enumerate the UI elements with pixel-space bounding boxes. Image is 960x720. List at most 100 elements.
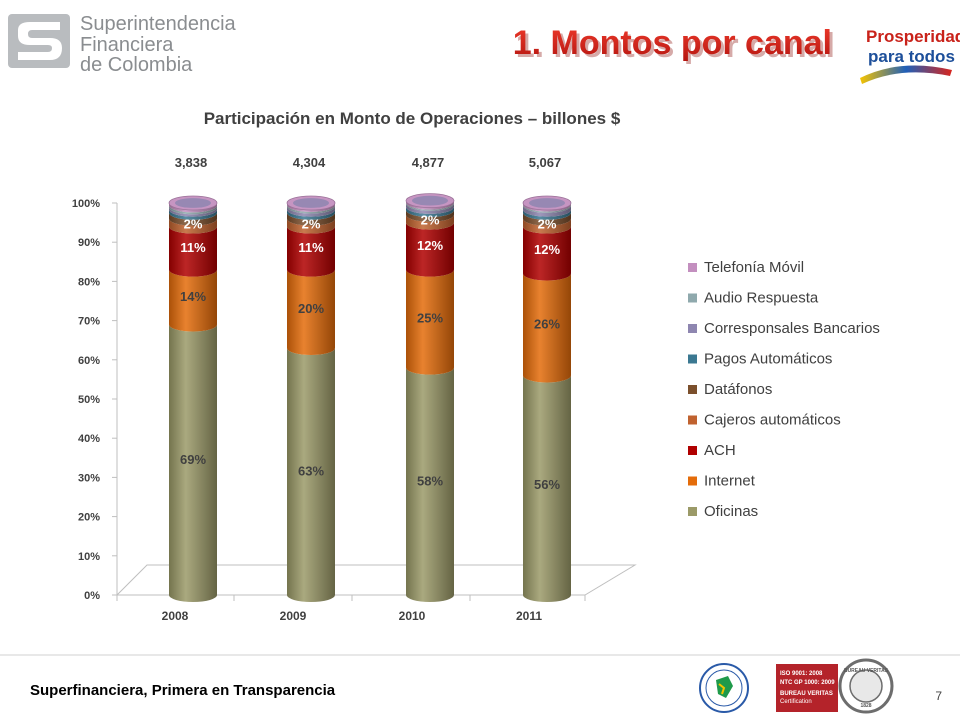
bar-segment-pagos-autom-ticos: [523, 209, 571, 220]
total-label: 3,838: [175, 155, 208, 170]
bar-segment-pagos-autom-ticos: [287, 209, 335, 220]
legend-item: Cajeros automáticos: [688, 412, 841, 429]
bar-stack-2009: 63% 20% 11% 2%: [286, 195, 336, 602]
bar-segment-dat-fonos: [287, 212, 335, 226]
data-label: 20%: [298, 301, 324, 316]
bar-segment-dat-fonos: [523, 212, 571, 226]
y-tick-label: 90%: [78, 237, 100, 249]
x-tick-label: 2011: [516, 609, 542, 623]
bar-top-cap-inner: [175, 198, 211, 208]
bar-segment-dat-fonos: [169, 212, 217, 226]
footer-tagline: Superfinanciera, Primera en Transparenci…: [30, 682, 336, 699]
legend-swatch: [688, 476, 697, 486]
bar-segment-ach: [523, 226, 571, 281]
legend-swatch: [688, 354, 697, 364]
legend-label: Corresponsales Bancarios: [704, 320, 880, 337]
bar-segment-oficinas: [406, 367, 454, 602]
badge-text-line2: para todos: [868, 47, 955, 66]
bar-segment-internet: [406, 269, 454, 375]
bar-segment-ach: [287, 226, 335, 277]
data-label: 63%: [298, 464, 324, 479]
legend-item: Internet: [688, 473, 756, 490]
cert-line1: ISO 9001: 2008: [780, 671, 823, 677]
x-tick-label: 2009: [280, 609, 307, 623]
legend-swatch: [688, 507, 697, 516]
legend-label: Telefonía Móvil: [704, 259, 804, 276]
total-label: 4,304: [293, 155, 326, 170]
cert-line3: BUREAU VERITAS: [780, 691, 833, 697]
slide-title: 1. Montos por canal: [513, 24, 832, 62]
data-label: 58%: [417, 473, 443, 488]
x-axis: 2008 2009 2010 2011: [116, 595, 586, 623]
bar-top-cap-inner: [529, 198, 565, 208]
colombia-map-icon: [716, 676, 733, 698]
legend-label: Cajeros automáticos: [704, 412, 841, 429]
flag-swoosh-icon: [860, 65, 952, 84]
y-tick-label: 10%: [78, 551, 100, 563]
legend-label: Datáfonos: [704, 381, 772, 398]
prosperidad-badge: Prosperidad para todos: [860, 27, 960, 84]
data-label: 12%: [534, 242, 560, 257]
data-label: 56%: [534, 477, 560, 492]
data-label: 2%: [302, 217, 321, 232]
bar-top-cap-inner: [412, 195, 448, 206]
bar-segment-audio-respuesta: [523, 204, 571, 213]
total-labels: 3,838 4,304 4,877 5,067: [175, 155, 562, 170]
y-tick-label: 50%: [78, 394, 100, 406]
x-tick-label: 2008: [162, 609, 189, 623]
x-tick-label: 2010: [399, 609, 426, 623]
data-label: 2%: [421, 213, 440, 228]
y-tick-label: 100%: [72, 198, 100, 210]
total-label: 4,877: [412, 155, 445, 170]
y-tick-label: 30%: [78, 472, 100, 484]
bar-segment-audio-respuesta: [406, 202, 454, 211]
legend-swatch: [688, 415, 697, 425]
data-label: 11%: [298, 240, 324, 255]
bar-segment-ach: [169, 226, 217, 277]
org-name-line2: Financiera: [80, 34, 174, 56]
bar-segment-oficinas: [287, 348, 335, 602]
badge-text-line1: Prosperidad: [866, 27, 960, 46]
bar-segment-telefon-a-m-vil: [287, 203, 335, 212]
data-label: 14%: [180, 289, 206, 304]
data-label: 2%: [184, 217, 203, 232]
bar-segment-cajeros-autom-ticos: [169, 218, 217, 234]
total-label: 5,067: [529, 155, 562, 170]
bar-segment-corresponsales-bancarios: [287, 206, 335, 217]
certification-badge-icon: [776, 664, 838, 712]
legend-item: ACH: [688, 442, 736, 459]
y-tick-label: 80%: [78, 276, 100, 288]
bar-segment-cajeros-autom-ticos: [287, 218, 335, 234]
legend-item: Pagos Automáticos: [688, 351, 832, 368]
legend-item: Audio Respuesta: [688, 290, 819, 307]
y-tick-label: 20%: [78, 512, 100, 524]
org-logo-s-icon: [18, 22, 62, 60]
y-tick-label: 70%: [78, 316, 100, 328]
legend-swatch: [688, 324, 697, 333]
cert-line4: Certification: [780, 699, 812, 705]
y-axis: 0% 10% 20% 30% 40% 50% 60% 70% 80% 90% 100%: [72, 198, 118, 602]
colombia-seal: [699, 663, 749, 713]
bar-segment-internet: [523, 273, 571, 383]
legend-item: Telefonía Móvil: [688, 259, 804, 276]
bar-segment-cajeros-autom-ticos: [523, 218, 571, 234]
legend-item: Oficinas: [688, 503, 758, 520]
bar-stack-2010: 58% 25% 12% 2%: [405, 193, 455, 602]
legend-swatch: [688, 385, 697, 394]
bar-segment-corresponsales-bancarios: [406, 203, 454, 214]
bar-segment-internet: [287, 269, 335, 356]
legend-label: Audio Respuesta: [704, 290, 819, 307]
bar-segment-internet: [169, 269, 217, 332]
data-label: 26%: [534, 317, 560, 332]
certification-badge: ISO 9001: 2008 NTC GP 1000: 2009 BUREAU …: [776, 664, 838, 712]
legend-item: Corresponsales Bancarios: [688, 320, 880, 337]
bar-stack-2008: 69% 14% 11% 2%: [168, 195, 218, 602]
bar-segment-pagos-autom-ticos: [406, 206, 454, 218]
y-tick-label: 60%: [78, 355, 100, 367]
bar-segment-corresponsales-bancarios: [523, 205, 571, 217]
data-label: 2%: [538, 217, 557, 232]
legend-label: ACH: [704, 442, 736, 459]
bar-segment-ach: [406, 222, 454, 277]
